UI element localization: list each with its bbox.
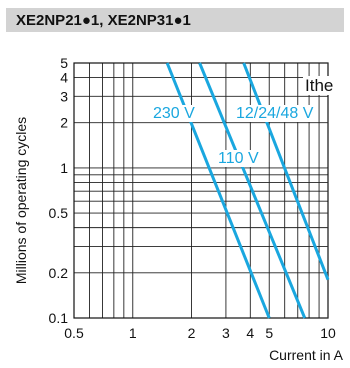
y-tick-label-4: 2 bbox=[60, 115, 68, 131]
x-tick-label-1: 1 bbox=[129, 325, 137, 341]
y-tick-label-2: 0.5 bbox=[49, 205, 69, 221]
annotation-bg-2 bbox=[234, 105, 316, 122]
series-line-2 bbox=[242, 62, 330, 281]
x-axis-label: Current in A bbox=[269, 347, 344, 363]
series-line-1 bbox=[198, 62, 307, 319]
y-tick-label-5: 3 bbox=[60, 88, 68, 104]
annotation-label-3: Ithe bbox=[305, 76, 333, 95]
y-tick-label-3: 1 bbox=[60, 160, 68, 176]
y-tick-label-1: 0.2 bbox=[49, 265, 69, 281]
y-axis-label: Millions of operating cycles bbox=[13, 117, 29, 284]
annotation-bg-3 bbox=[303, 76, 336, 95]
y-tick-label-0: 0.1 bbox=[49, 310, 69, 326]
y-tick-label-7: 5 bbox=[60, 55, 68, 71]
annotation-bg-1 bbox=[216, 150, 261, 167]
x-tick-label-6: 10 bbox=[320, 325, 336, 341]
y-tick-label-6: 4 bbox=[60, 70, 68, 86]
annotation-label-1: 110 V bbox=[218, 150, 259, 167]
series-line-0 bbox=[165, 62, 271, 319]
x-tick-label-4: 4 bbox=[246, 325, 254, 341]
annotation-label-2: 12/24/48 V bbox=[236, 105, 314, 122]
x-tick-label-0: 0.5 bbox=[64, 325, 84, 341]
annotation-label-0: 230 V bbox=[153, 105, 195, 122]
annotation-bg-0 bbox=[151, 105, 198, 122]
title-bar: XE2NP21●1, XE2NP31●1 bbox=[6, 8, 344, 32]
x-tick-label-2: 2 bbox=[188, 325, 196, 341]
x-tick-label-3: 3 bbox=[222, 325, 230, 341]
chart-title: XE2NP21●1, XE2NP31●1 bbox=[16, 12, 191, 29]
label-group: 230 V 110 V 12/24/48 V Ithe bbox=[151, 76, 336, 167]
x-tick-label-5: 5 bbox=[265, 325, 273, 341]
